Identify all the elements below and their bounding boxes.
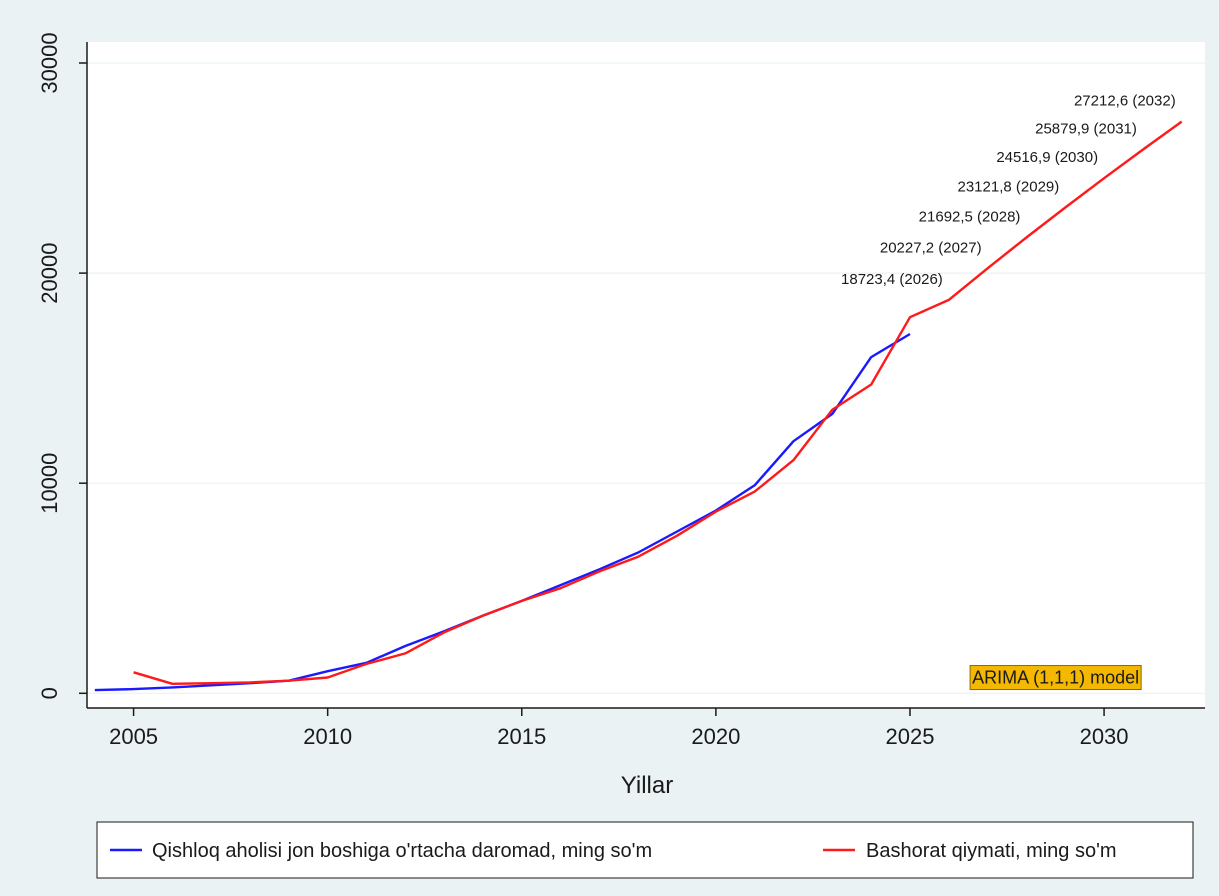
plot-area	[87, 42, 1205, 708]
series-lines	[94, 120, 1183, 692]
y-tick-label-0: 0	[37, 687, 62, 699]
data-label-2026: 18723,4 (2026)	[841, 271, 943, 288]
data-labels: 18723,4 (2026) 20227,2 (2027) 21692,5 (202…	[841, 93, 1176, 288]
data-label-2032: 27212,6 (2032)	[1074, 93, 1176, 110]
x-tick-label-2005: 2005	[109, 724, 158, 749]
data-label-2027: 20227,2 (2027)	[880, 239, 982, 256]
data-label-2031: 25879,9 (2031)	[1035, 121, 1137, 138]
y-tick-label-10000: 10000	[37, 453, 62, 514]
axis-ticks: 0 10000 20000 30000 2005 2010 2015 2020 2025 2030	[37, 32, 1129, 749]
legend: Qishloq aholisi jon boshiga o'rtacha dar…	[96, 821, 1194, 879]
annotation-text: ARIMA (1,1,1) model	[972, 668, 1139, 688]
x-tick-label-2025: 2025	[885, 724, 934, 749]
legend-box	[96, 821, 1194, 879]
data-label-2030: 24516,9 (2030)	[996, 149, 1098, 166]
x-tick-label-2030: 2030	[1080, 724, 1129, 749]
grid-lines	[87, 62, 1205, 694]
x-axis-title: Yillar	[621, 772, 673, 799]
data-label-2028: 21692,5 (2028)	[919, 209, 1021, 226]
data-label-2029: 23121,8 (2029)	[958, 179, 1060, 196]
legend-label-series-1: Qishloq aholisi jon boshiga o'rtacha dar…	[152, 840, 652, 862]
annotation-box: ARIMA (1,1,1) model	[969, 665, 1142, 691]
x-tick-label-2010: 2010	[303, 724, 352, 749]
x-tick-label-2020: 2020	[691, 724, 740, 749]
annotation-background	[969, 665, 1142, 691]
legend-label-series-2: Bashorat qiymati, ming so'm	[866, 840, 1117, 862]
x-tick-label-2015: 2015	[497, 724, 546, 749]
series-2-line	[133, 120, 1183, 685]
y-tick-label-30000: 30000	[37, 32, 62, 93]
y-tick-label-20000: 20000	[37, 243, 62, 304]
